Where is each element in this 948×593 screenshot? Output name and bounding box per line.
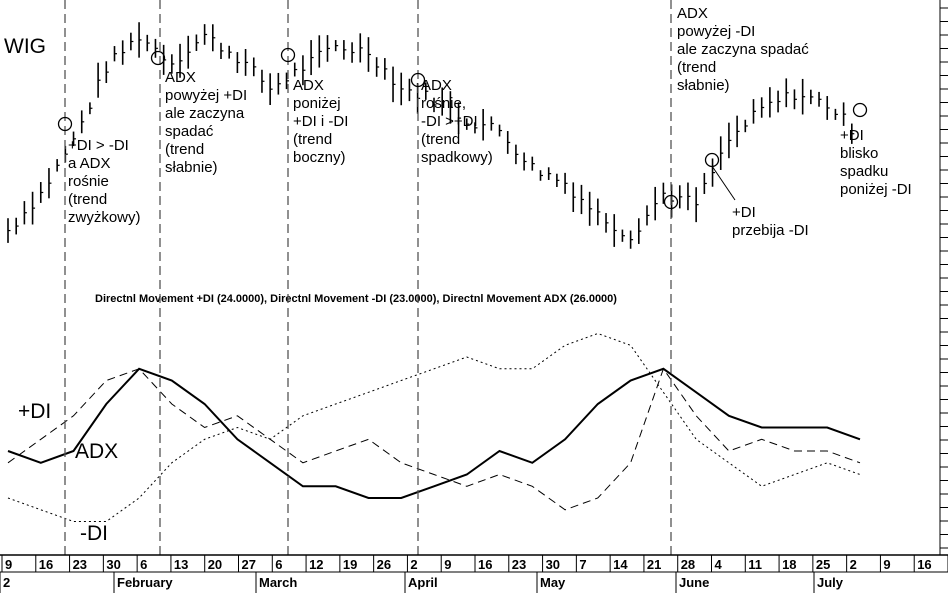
annotations: +DI > -DI a ADX rośnie (trend zwyżkowy)ADX po… [57, 5, 912, 239]
annotation-line: słabnie) [165, 159, 218, 176]
x-tick-label: 30 [546, 557, 560, 572]
legend-minus-di: -DI [80, 522, 108, 545]
annotation-line: +DI [732, 204, 756, 221]
y-axis-right [939, 0, 948, 555]
annotation-line: rośnie, [421, 95, 466, 112]
annotation-line: (trend [165, 141, 204, 158]
month-label: 2 [3, 575, 10, 590]
x-tick-label: 9 [444, 557, 451, 572]
annotation-line: przebija -DI [732, 222, 809, 239]
x-tick-label: 20 [208, 557, 222, 572]
annotation-line: poniżej [293, 95, 341, 112]
annotation-line: ale zaczyna [165, 105, 245, 122]
series-line-di [7, 332, 861, 522]
x-axis: 9 16 23 30 6 13 20 27 6 12 19 26 2 9 16 23 30 7 14 21 28 4 11 1… [0, 554, 948, 593]
x-tick-label: 16 [478, 557, 492, 572]
annotation-marker [280, 47, 296, 63]
x-tick-label: 11 [748, 557, 762, 572]
x-tick-label: 18 [782, 557, 796, 572]
annotation-marker [150, 50, 166, 66]
month-label: June [679, 575, 709, 590]
x-tick-label: 6 [140, 557, 147, 572]
x-tick-label: 16 [39, 557, 53, 572]
annotation-marker [663, 194, 679, 210]
annotation-line: (trend [677, 59, 716, 76]
annotation-line: zwyżkowy) [68, 209, 141, 226]
price-title: WIG [4, 35, 46, 58]
legend-plus-di: +DI [18, 400, 51, 423]
annotation-line: rośnie [68, 173, 109, 190]
month-label: April [408, 575, 438, 590]
x-tick-label: 30 [106, 557, 120, 572]
annotation-line: spadać [165, 123, 214, 140]
annotation-line: (trend [293, 131, 332, 148]
annotation-line: ADX [421, 77, 452, 94]
annotation-line: boczny) [293, 149, 346, 166]
x-tick-label: 4 [715, 557, 723, 572]
x-tick-label: 21 [647, 557, 661, 572]
x-tick-label: 26 [377, 557, 391, 572]
annotation-line: +DI [840, 127, 864, 144]
annotation-line: ADX [165, 69, 196, 86]
x-tick-label: 12 [309, 557, 323, 572]
annotation-line: +DI > -DI [68, 137, 129, 154]
x-tick-label: 27 [242, 557, 256, 572]
annotation-text: +DI > -DI a ADX rośnie (trend zwyżkowy) [68, 137, 141, 226]
x-tick-label: 16 [917, 557, 931, 572]
x-tick-label: 19 [343, 557, 357, 572]
annotation-line: -DI >+DI [421, 113, 478, 130]
month-label: May [540, 575, 566, 590]
x-tick-label: 6 [275, 557, 282, 572]
x-tick-label: 9 [5, 557, 12, 572]
indicator-title: Directnl Movement +DI (24.0000), Directn… [95, 293, 617, 305]
annotation-marker [852, 102, 868, 118]
annotation-pointer [711, 165, 736, 201]
annotation-marker [410, 72, 426, 88]
x-tick-label: 13 [174, 557, 188, 572]
annotation-text: +DI blisko spadku poniżej -DI [840, 127, 912, 198]
annotation-text: ADX powyżej +DI ale zaczyna spadać (trend sła… [165, 69, 247, 176]
annotation-line: blisko [840, 145, 878, 162]
month-label: July [817, 575, 844, 590]
annotation-text: +DI przebija -DI [732, 204, 809, 239]
annotation-text: ADX powyżej -DI ale zaczyna spadać (trend sł… [677, 5, 809, 94]
annotation-line: a ADX [68, 155, 111, 172]
annotation-line: słabnie) [677, 77, 730, 94]
annotation-line: (trend [68, 191, 107, 208]
x-tick-label: 7 [579, 557, 586, 572]
event-lines [64, 0, 672, 555]
x-tick-label: 28 [681, 557, 695, 572]
series-line-adx [7, 367, 861, 499]
annotation-marker [57, 116, 73, 132]
month-label: March [259, 575, 297, 590]
x-tick-label: 2 [850, 557, 857, 572]
x-tick-label: 9 [883, 557, 890, 572]
annotation-line: ADX [293, 77, 324, 94]
series-line-di [7, 367, 861, 511]
annotation-text: ADX poniżej +DI i -DI (trend boczny) [293, 77, 348, 166]
annotation-line: +DI i -DI [293, 113, 348, 130]
annotation-line: powyżej +DI [165, 87, 247, 104]
x-tick-label: 25 [816, 557, 830, 572]
annotation-line: ale zaczyna spadać [677, 41, 809, 58]
x-tick-label: 23 [512, 557, 526, 572]
x-tick-label: 14 [613, 557, 628, 572]
legend-adx: ADX [75, 440, 118, 463]
annotation-line: ADX [677, 5, 708, 22]
annotation-line: spadku [840, 163, 888, 180]
x-tick-label: 23 [73, 557, 87, 572]
x-tick-label: 2 [410, 557, 417, 572]
indicator-panel [7, 332, 861, 522]
price-panel [7, 22, 855, 249]
annotation-line: powyżej -DI [677, 23, 755, 40]
annotation-line: poniżej -DI [840, 181, 912, 198]
annotation-line: (trend [421, 131, 460, 148]
annotation-line: spadkowy) [421, 149, 493, 166]
annotation-text: ADX rośnie, -DI >+DI (trend spadkowy) [421, 77, 493, 166]
month-label: February [117, 575, 173, 590]
